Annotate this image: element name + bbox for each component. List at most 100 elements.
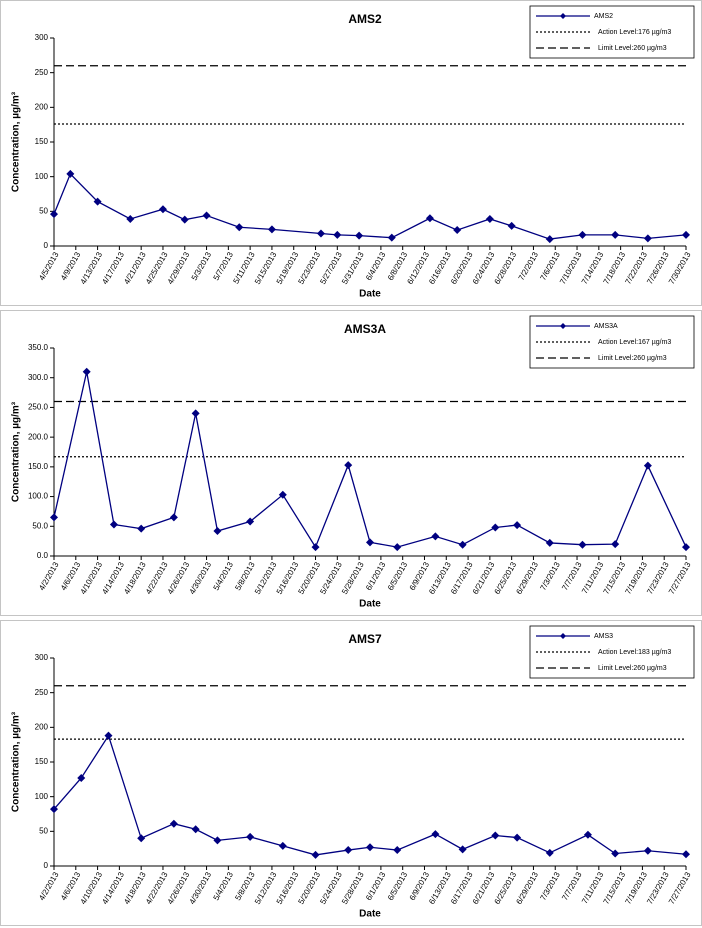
y-axis-title: Concentration, µg/m³: [11, 401, 22, 502]
x-tick-label: 4/29/2013: [166, 250, 192, 286]
data-point: [126, 214, 135, 223]
data-point: [191, 409, 200, 418]
data-point: [425, 214, 434, 223]
data-point: [453, 226, 462, 235]
y-tick-label: 200.0: [28, 432, 49, 441]
x-tick-label: 7/30/2013: [667, 250, 693, 286]
x-tick-label: 7/27/2013: [667, 560, 693, 596]
x-tick-label: 5/28/2013: [340, 560, 366, 596]
data-point: [513, 833, 522, 842]
data-point: [682, 543, 690, 552]
data-point: [545, 235, 554, 244]
y-tick-label: 200: [35, 102, 49, 111]
series-line: [53, 371, 687, 549]
data-point: [93, 197, 102, 206]
data-point: [643, 846, 652, 855]
x-tick-label: 6/9/2013: [408, 870, 432, 902]
chart: AMS3A Date Concentration, µg/m³ 0.0 50.0 100.…: [0, 310, 702, 616]
data-point: [682, 230, 690, 239]
x-tick-label: 5/8/2013: [233, 870, 257, 902]
chart: AMS7 Date Concentration, µg/m³ 0 50 100 150 200…: [0, 620, 702, 926]
x-tick-label: 4/30/2013: [188, 560, 214, 596]
data-point: [104, 731, 113, 740]
x-tick-label: 4/6/2013: [59, 870, 83, 902]
data-point: [311, 543, 320, 552]
data-point: [643, 461, 652, 470]
x-tick-label: 7/7/2013: [560, 870, 584, 902]
y-tick-label: 150: [35, 757, 49, 766]
data-point: [431, 532, 440, 541]
chart-border: [0, 620, 702, 926]
series-line: [53, 172, 687, 240]
data-point: [513, 521, 522, 530]
y-tick-label: 300: [35, 653, 49, 662]
data-point: [366, 843, 374, 852]
data-point: [278, 841, 287, 850]
legend-marker: [560, 323, 566, 329]
legend-label: Limit Level:260 µg/m3: [598, 355, 667, 362]
data-point: [485, 214, 494, 223]
data-point: [50, 805, 58, 814]
x-axis-title: Date: [359, 599, 381, 610]
data-point: [545, 848, 554, 857]
x-tick-label: 4/30/2013: [188, 870, 214, 906]
data-point: [333, 230, 342, 239]
x-tick-label: 4/9/2013: [59, 250, 83, 282]
data-point: [491, 523, 500, 532]
chart-title: AMS2: [348, 12, 382, 26]
data-point: [611, 849, 620, 858]
y-tick-label: 200: [35, 722, 49, 731]
chart-border: [0, 0, 702, 306]
x-tick-label: 6/4/2013: [364, 250, 388, 282]
data-point: [682, 850, 690, 859]
x-tick-label: 6/5/2013: [386, 870, 410, 902]
y-tick-label: 150.0: [28, 462, 49, 471]
data-point: [344, 846, 353, 855]
x-tick-label: 7/27/2013: [667, 870, 693, 906]
data-point: [137, 834, 146, 843]
x-tick-label: 6/29/2013: [514, 560, 540, 596]
x-axis-title: Date: [359, 909, 381, 920]
x-tick-label: 6/29/2013: [514, 870, 540, 906]
data-point: [158, 205, 167, 214]
legend-label: AMS3: [594, 633, 613, 640]
x-tick-label: 5/31/2013: [340, 250, 366, 286]
data-point: [246, 517, 255, 526]
series-line: [53, 734, 687, 856]
y-tick-label: 0.0: [37, 551, 49, 560]
y-tick-label: 100.0: [28, 492, 49, 501]
x-tick-label: 7/7/2013: [560, 560, 584, 592]
x-tick-label: 7/3/2013: [538, 870, 562, 902]
legend-label: Limit Level:260 µg/m3: [598, 45, 667, 52]
chart-border: [0, 310, 702, 616]
data-point: [316, 229, 325, 238]
y-axis-title: Concentration, µg/m³: [11, 91, 22, 192]
x-tick-label: 4/2/2013: [37, 870, 61, 902]
data-point: [611, 230, 620, 239]
data-point: [578, 540, 587, 549]
data-point: [50, 210, 58, 219]
data-point: [66, 169, 75, 178]
x-tick-label: 6/1/2013: [364, 870, 388, 902]
chart-title: AMS7: [348, 632, 382, 646]
x-tick-label: 5/3/2013: [190, 250, 214, 282]
data-point: [393, 846, 402, 855]
x-tick-label: 7/6/2013: [538, 250, 562, 282]
data-point: [278, 490, 287, 499]
data-point: [169, 513, 178, 522]
y-tick-label: 50.0: [32, 521, 48, 530]
data-point: [611, 540, 620, 549]
x-tick-label: 5/7/2013: [212, 250, 236, 282]
x-tick-label: 5/28/2013: [340, 870, 366, 906]
legend-label: Action Level:176 µg/m3: [598, 29, 671, 36]
data-point: [387, 233, 396, 242]
x-tick-label: 7/3/2013: [538, 560, 562, 592]
x-tick-label: 6/5/2013: [386, 560, 410, 592]
data-point: [202, 211, 211, 220]
x-tick-label: 5/4/2013: [212, 560, 236, 592]
y-tick-label: 250.0: [28, 403, 49, 412]
legend-label: AMS3A: [594, 323, 618, 330]
x-tick-label: 6/9/2013: [408, 560, 432, 592]
x-tick-label: 6/28/2013: [493, 250, 519, 286]
